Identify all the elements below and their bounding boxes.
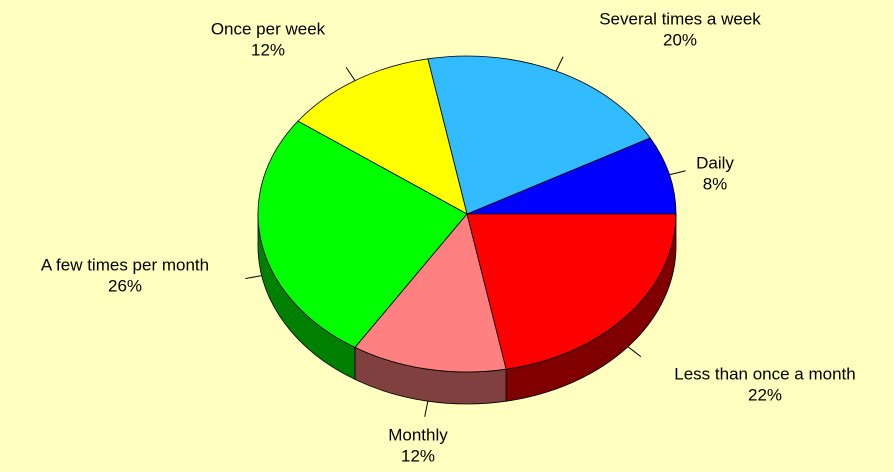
pie-slice: [427, 55, 651, 215]
pie-slice: [466, 213, 677, 370]
leader-line: [345, 66, 356, 81]
leader-line: [424, 401, 429, 417]
pie-slice: [466, 137, 677, 215]
slice-value-label: 12%: [401, 446, 435, 465]
slice-value-label: 22%: [748, 385, 782, 404]
slice-value-label: 20%: [663, 30, 697, 49]
pie-slice: [257, 120, 468, 348]
pie-slice: [354, 213, 507, 373]
slice-label: A few times per month: [41, 255, 209, 274]
leader-line: [245, 275, 262, 280]
slice-value-label: 26%: [108, 276, 142, 295]
slice-label: Monthly: [388, 425, 448, 444]
slice-value-label: 8%: [703, 174, 728, 193]
slice-label: Several times a week: [599, 9, 761, 28]
slice-label: Less than once a month: [674, 364, 855, 383]
leader-line: [555, 56, 564, 72]
leader-line: [669, 170, 686, 176]
leader-line: [627, 346, 642, 358]
slice-label: Once per week: [211, 19, 326, 38]
slice-value-label: 12%: [251, 40, 285, 59]
slice-label: Daily: [696, 153, 734, 172]
